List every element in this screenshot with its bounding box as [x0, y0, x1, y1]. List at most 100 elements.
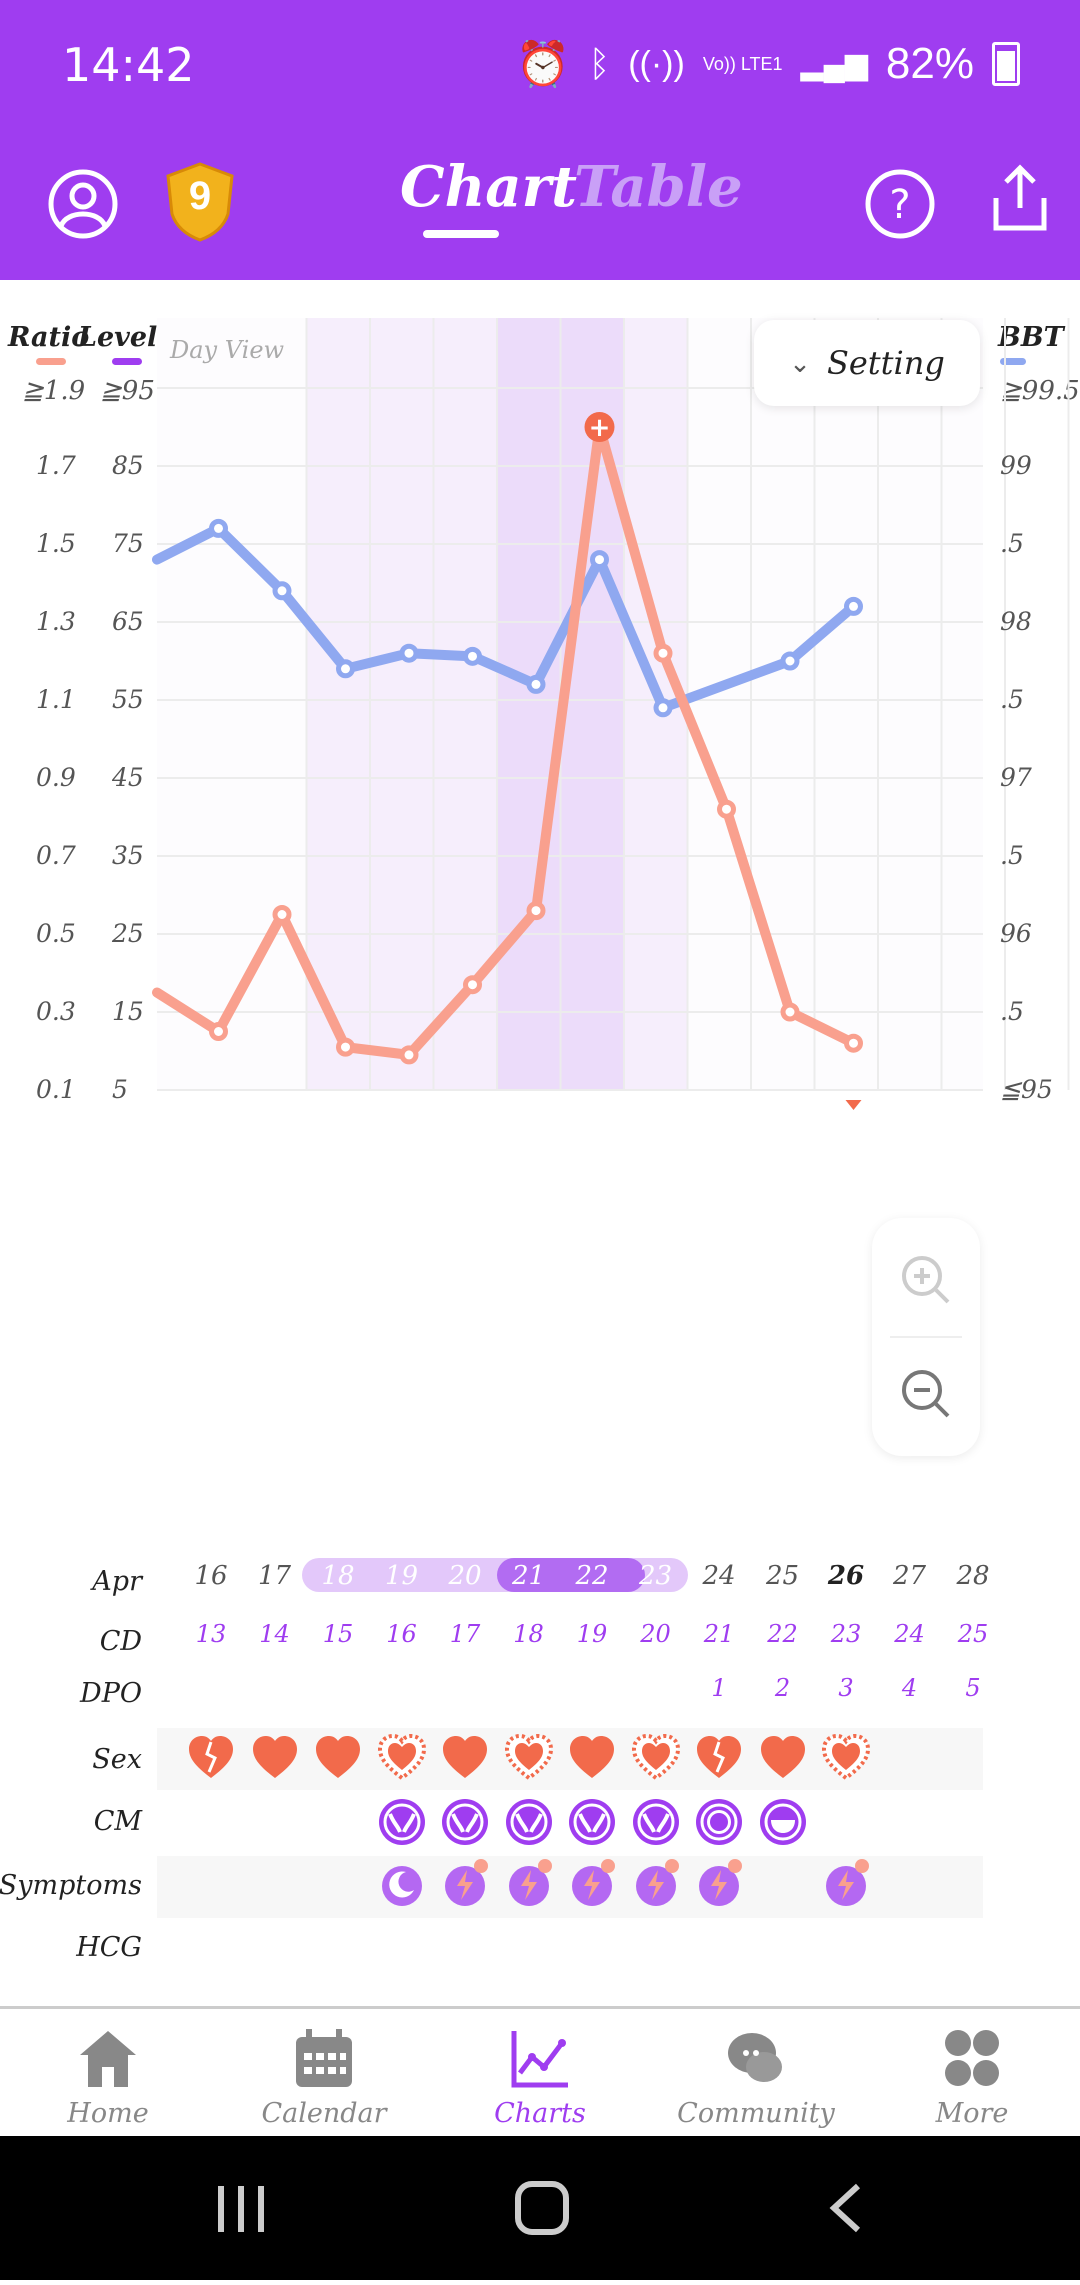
cd-cell: 21: [703, 1620, 735, 1648]
bbt-tick-label: .5: [1000, 997, 1024, 1026]
symptoms-label: Symptoms: [0, 1870, 142, 1901]
share-button[interactable]: [984, 162, 1056, 234]
tab-table[interactable]: Table: [574, 154, 743, 220]
zoom-in-button[interactable]: [898, 1252, 954, 1313]
cervical-mucus-icon[interactable]: [630, 1796, 682, 1848]
lightning-symptom-icon[interactable]: [820, 1858, 872, 1910]
bbt-legend-swatch: [1000, 358, 1026, 365]
level-legend-title: Level: [78, 322, 158, 353]
bbt-series-point: [399, 643, 419, 663]
dpo-label: DPO: [80, 1678, 142, 1709]
nav-calendar-label: Calendar: [261, 2098, 387, 2129]
date-cell[interactable]: 22: [575, 1561, 609, 1591]
level-tick-label: 55: [112, 685, 144, 714]
cd-cell: 25: [957, 1620, 989, 1648]
ratio-tick-label: 1.1: [36, 685, 76, 714]
setting-button[interactable]: ⌄ Setting: [754, 320, 980, 406]
broken-heart-icon[interactable]: [693, 1732, 745, 1784]
moon-symptom-icon[interactable]: [376, 1858, 428, 1910]
network-label: Vo)) LTE1: [702, 53, 783, 74]
bbt-series-point: [463, 646, 482, 666]
share-icon: [993, 164, 1047, 231]
ratio-tick-label: 0.3: [36, 997, 76, 1026]
date-cell[interactable]: 24: [702, 1561, 736, 1591]
nav-home-label: Home: [67, 2098, 149, 2129]
heart-icon[interactable]: [439, 1732, 491, 1784]
date-cell[interactable]: 25: [765, 1561, 800, 1591]
broken-heart-icon[interactable]: [185, 1732, 237, 1784]
heart-icon[interactable]: [630, 1732, 682, 1784]
nav-home[interactable]: Home: [18, 2027, 198, 2129]
cd-cell: 16: [386, 1620, 417, 1648]
nav-charts[interactable]: Charts: [450, 2027, 630, 2129]
date-cell[interactable]: 21: [511, 1561, 546, 1591]
cd-cell: 13: [195, 1620, 227, 1648]
ratio-top-label: ≧1.9: [22, 376, 86, 406]
lightning-symptom-icon[interactable]: [693, 1858, 745, 1910]
lightning-symptom-icon[interactable]: [503, 1858, 555, 1910]
ratio-series-point: [780, 1002, 800, 1022]
status-bar: 14:42 ⏰ ᛒ ((·)) Vo)) LTE1 ▂▄▆ 82%: [0, 0, 1080, 132]
cd-cell: 19: [576, 1620, 608, 1648]
ratio-tick-label: 1.3: [36, 607, 76, 636]
bbt-bottom-label: ≦95: [1000, 1075, 1053, 1104]
date-cell[interactable]: 27: [892, 1561, 927, 1591]
date-cell[interactable]: 18: [321, 1561, 355, 1591]
cervical-mucus-icon[interactable]: [376, 1796, 428, 1848]
help-button[interactable]: ?: [864, 168, 936, 240]
heart-icon[interactable]: [249, 1732, 301, 1784]
profile-icon: [48, 169, 118, 239]
heart-icon[interactable]: [566, 1732, 618, 1784]
cervical-mucus-icon[interactable]: [566, 1796, 618, 1848]
recent-apps-button[interactable]: [218, 2186, 264, 2232]
lightning-symptom-icon[interactable]: [439, 1858, 491, 1910]
level-tick-label: 15: [112, 997, 144, 1026]
cervical-mucus-icon[interactable]: [757, 1796, 809, 1848]
date-cell[interactable]: 16: [194, 1561, 228, 1591]
cervical-mucus-icon[interactable]: [693, 1796, 745, 1848]
peak-marker: [584, 412, 615, 442]
bbt-tick-label: .5: [1000, 685, 1024, 714]
heart-icon[interactable]: [312, 1732, 364, 1784]
date-cell[interactable]: 26: [827, 1561, 865, 1591]
ratio-series-point: [399, 1045, 419, 1065]
profile-button[interactable]: [47, 168, 119, 240]
nav-community[interactable]: Community: [666, 2027, 846, 2129]
month-label: Apr: [92, 1566, 142, 1597]
ratio-tick-label: 1.5: [36, 529, 76, 558]
charts-icon: [511, 2031, 568, 2088]
cervical-mucus-icon[interactable]: [439, 1796, 491, 1848]
date-cell[interactable]: 23: [638, 1561, 673, 1591]
heart-icon[interactable]: [503, 1732, 555, 1784]
date-cell[interactable]: 19: [384, 1561, 419, 1591]
ratio-tick-label: 0.5: [36, 919, 76, 948]
back-button[interactable]: [829, 2183, 861, 2233]
date-cell[interactable]: 20: [448, 1561, 482, 1591]
date-cell[interactable]: 28: [956, 1561, 990, 1591]
dpo-cell: 3: [838, 1674, 854, 1702]
cd-cell: 15: [322, 1620, 354, 1648]
nav-more[interactable]: More: [882, 2027, 1062, 2129]
cervical-mucus-icon[interactable]: [503, 1796, 555, 1848]
level-badge[interactable]: 9: [162, 160, 238, 244]
date-cell[interactable]: 17: [257, 1561, 292, 1591]
lightning-symptom-icon[interactable]: [566, 1858, 618, 1910]
heart-icon[interactable]: [376, 1732, 428, 1784]
lightning-symptom-icon[interactable]: [630, 1858, 682, 1910]
home-system-button[interactable]: [515, 2181, 569, 2235]
ratio-legend-title: Ratio: [8, 322, 90, 353]
view-mode-label: Day View: [170, 336, 285, 364]
tab-chart[interactable]: Chart: [400, 154, 577, 220]
cd-cell: 24: [894, 1620, 925, 1648]
nav-calendar[interactable]: Calendar: [234, 2027, 414, 2129]
ratio-tick-label: 0.9: [36, 763, 76, 792]
dpo-cell: 4: [901, 1674, 918, 1702]
chart-area: Ratio Level BBT ≧1.9 ≧95 ≧99.5 1.7 1.5 1.3…: [0, 280, 1080, 2000]
zoom-out-button[interactable]: [898, 1366, 954, 1427]
heart-icon[interactable]: [757, 1732, 809, 1784]
level-top-label: ≧95: [100, 376, 155, 406]
nav-community-label: Community: [677, 2098, 835, 2129]
zoom-in-icon: [902, 1256, 950, 1304]
today-marker: [845, 1100, 862, 1110]
heart-icon[interactable]: [820, 1732, 872, 1784]
